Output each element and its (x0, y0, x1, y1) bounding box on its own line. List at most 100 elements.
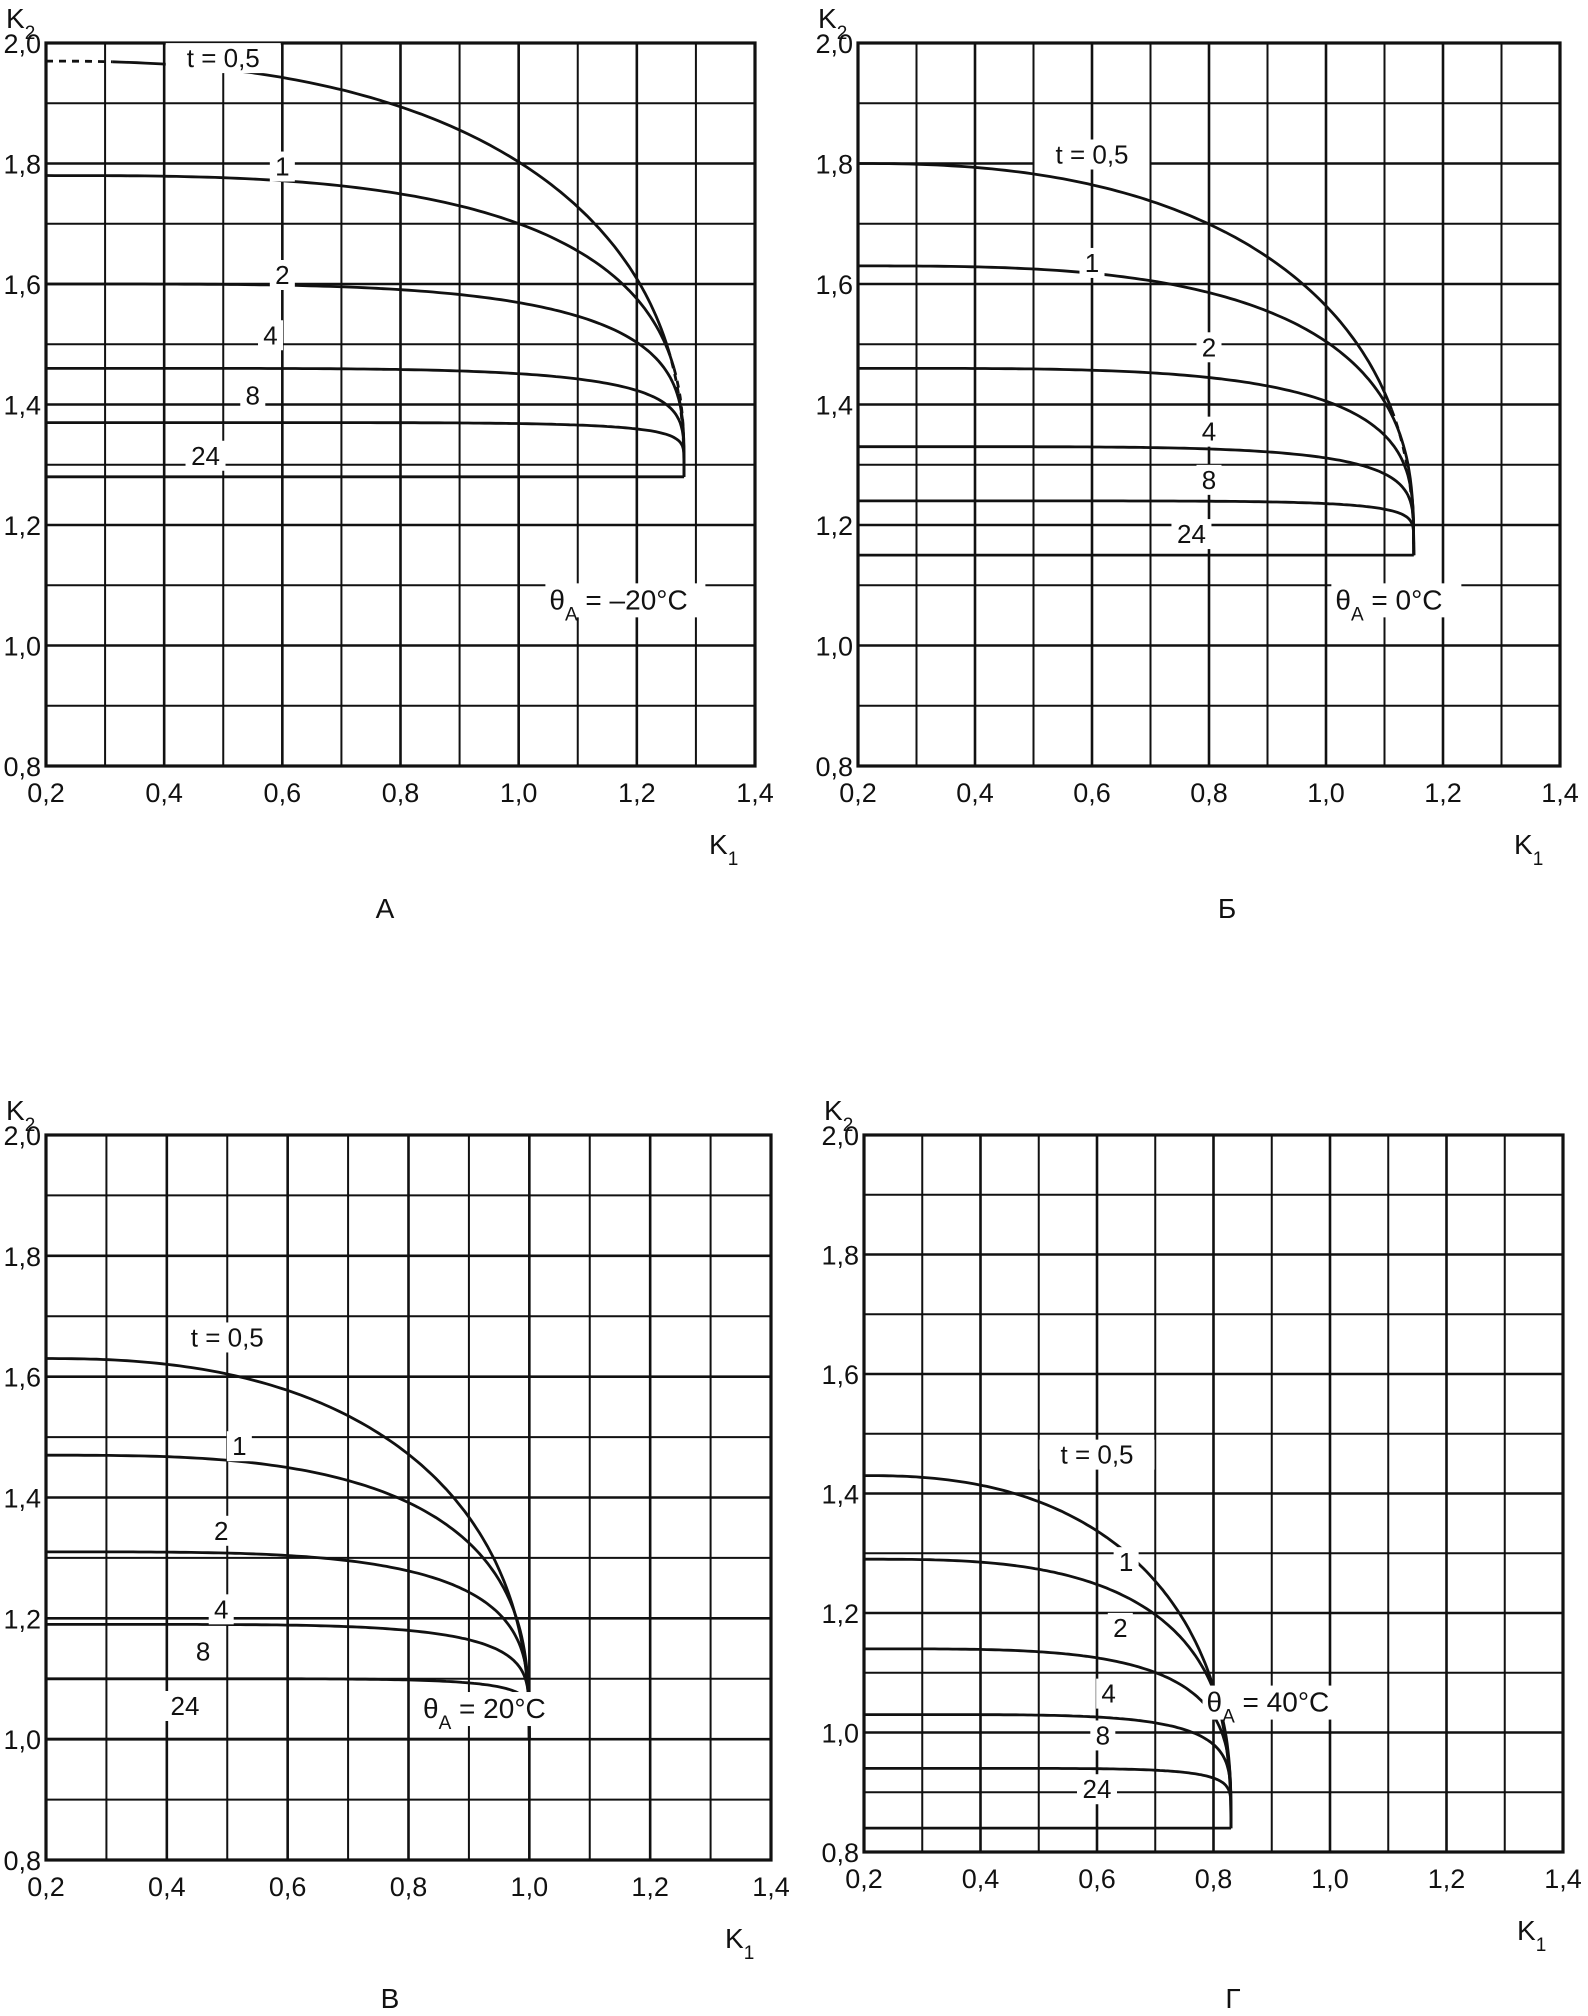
y-tick-label: 1,2 (821, 1599, 859, 1629)
curve-line-t-1 (45, 174, 676, 369)
y-tick-label: 1,8 (3, 150, 41, 180)
y-tick-label: 1,6 (815, 270, 853, 300)
curve-line-t-1 (864, 1557, 1233, 1829)
y-tick-label: 1,4 (815, 391, 853, 421)
x-tick-label: 1,2 (1428, 1864, 1466, 1894)
y-tick-label: 1,8 (815, 150, 853, 180)
annotation-background (1331, 583, 1462, 618)
curve-label: 24 (1177, 519, 1206, 549)
curve-label: 2 (214, 1516, 228, 1546)
curve-label: 8 (246, 381, 260, 411)
x-tick-label: 1,0 (1307, 778, 1345, 808)
x-tick-label: 0,4 (148, 1872, 186, 1902)
y-tick-label: 1,8 (821, 1241, 859, 1271)
x-tick-label: 1,4 (1544, 1864, 1582, 1894)
curve-label-background (1077, 1774, 1117, 1805)
curve-label: 4 (1101, 1679, 1115, 1709)
y-tick-label: 2,0 (3, 1121, 41, 1151)
curve-label-background (1171, 519, 1212, 550)
curve-label: 8 (196, 1637, 210, 1667)
x-tick-label: 1,0 (1311, 1864, 1349, 1894)
curve-label: 4 (263, 320, 277, 350)
curve-label-background (190, 1636, 216, 1667)
ambient-temperature-annotation: θA = –20°C (549, 584, 687, 625)
y-tick-label: 2,0 (815, 29, 853, 59)
curve-line-t-05 (864, 1474, 1233, 1829)
curve-label-background (165, 43, 281, 74)
x-tick-label: 1,0 (511, 1872, 549, 1902)
x-tick-label: 0,6 (1073, 778, 1111, 808)
panel-letter: Б (1218, 893, 1236, 924)
x-tick-label: 1,4 (752, 1872, 790, 1902)
x-axis-title: K1 (709, 829, 738, 870)
curve-label-background (1090, 1720, 1116, 1751)
curve-label: 2 (1202, 332, 1216, 362)
curve-label-background (1096, 1678, 1122, 1709)
curve-label-background (1079, 247, 1105, 278)
y-tick-label: 0,8 (821, 1838, 859, 1868)
curve-label-background (169, 1322, 285, 1353)
curve-line-t-05 (46, 59, 113, 64)
curve-label: 1 (232, 1431, 246, 1461)
curve-label: 2 (1113, 1613, 1127, 1643)
x-tick-label: 0,4 (962, 1864, 1000, 1894)
curve-label-background (258, 320, 284, 351)
ambient-temperature-annotation: θA = 0°C (1335, 584, 1442, 625)
y-axis-title: K2 (6, 1095, 35, 1136)
y-axis-title: K2 (6, 3, 35, 44)
curve-label: 8 (1202, 465, 1216, 495)
curve-line-t-8 (46, 1677, 531, 1740)
curve-line-t-8 (46, 421, 686, 477)
plot-frame (856, 41, 1562, 768)
curve-line-t-8 (858, 499, 1416, 556)
curve-label: 24 (170, 1691, 199, 1721)
y-tick-label: 1,8 (3, 1242, 41, 1272)
curve-label-background (208, 1594, 234, 1625)
curve-label: 2 (275, 260, 289, 290)
curve-line-t-8 (864, 1767, 1233, 1829)
curve-line-t-1 (858, 264, 1416, 556)
curve-label: 4 (214, 1594, 228, 1624)
y-tick-label: 1,6 (821, 1360, 859, 1390)
annotation-background (419, 1692, 564, 1727)
x-tick-label: 0,8 (1195, 1864, 1233, 1894)
x-axis-title: K1 (1514, 829, 1543, 870)
y-tick-label: 1,4 (3, 391, 41, 421)
y-tick-label: 1,0 (3, 632, 41, 662)
x-tick-label: 0,4 (956, 778, 994, 808)
curve-line-t-4 (46, 1623, 531, 1740)
x-tick-label: 1,2 (631, 1872, 669, 1902)
y-tick-label: 1,0 (815, 632, 853, 662)
curve-line-t-4 (858, 445, 1416, 556)
y-tick-label: 0,8 (3, 1846, 41, 1876)
curve-label-background (1034, 139, 1150, 170)
y-axis-title: K2 (818, 3, 847, 44)
curve-label-background (269, 260, 295, 290)
y-tick-label: 1,4 (3, 1484, 41, 1514)
x-tick-label: 0,6 (1078, 1864, 1116, 1894)
curve-line-t-2 (858, 367, 1416, 556)
ambient-temperature-annotation: θA = 20°C (423, 1693, 546, 1734)
curve-line-t-4 (864, 1713, 1233, 1829)
curve-line-t-2 (46, 282, 686, 477)
curve-label: t = 0,5 (187, 43, 260, 73)
curve-label-background (208, 1515, 234, 1546)
curve-label-background (1196, 332, 1222, 363)
curve-label-background (185, 440, 226, 471)
ambient-temperature-annotation: θA = 40°C (1207, 1687, 1330, 1728)
x-tick-label: 0,8 (1190, 778, 1228, 808)
x-tick-label: 0,2 (27, 778, 65, 808)
curve-label: 8 (1096, 1720, 1110, 1750)
curve-label: 24 (191, 441, 220, 471)
x-tick-label: 1,2 (618, 778, 656, 808)
curve-label: 24 (1083, 1774, 1112, 1804)
y-tick-label: 0,8 (815, 752, 853, 782)
curve-line-t-4 (46, 367, 686, 477)
x-tick-label: 0,4 (145, 778, 183, 808)
curve-label-background (1039, 1439, 1155, 1470)
plot-frame (862, 1133, 1565, 1854)
x-tick-label: 1,2 (1424, 778, 1462, 808)
curve-label-background (164, 1691, 205, 1721)
curve-line-t-05 (46, 1357, 531, 1740)
y-tick-label: 1,2 (815, 511, 853, 541)
